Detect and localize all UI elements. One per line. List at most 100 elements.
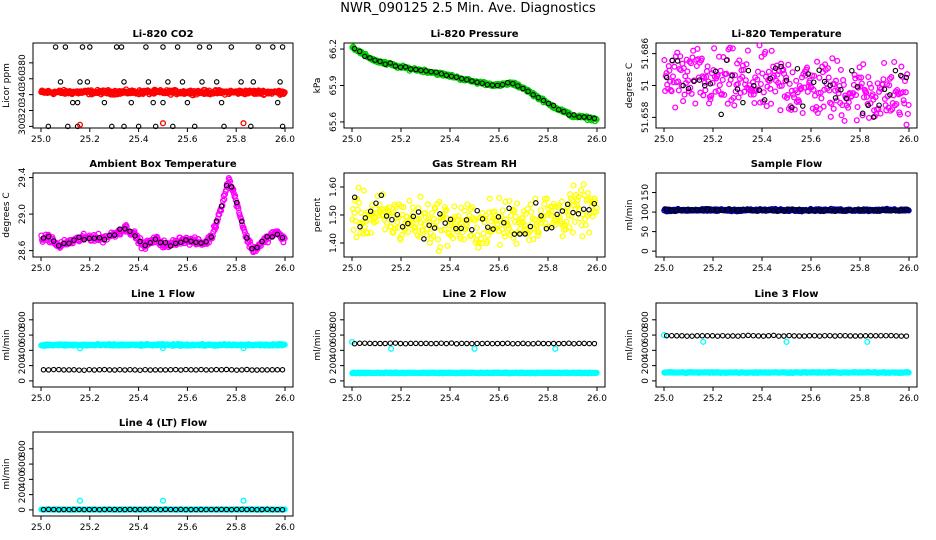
data-point [76,506,82,513]
data-point [162,239,169,246]
data-point [188,506,194,513]
data-point [903,74,910,81]
data-point [582,222,589,229]
data-point [259,506,265,513]
data-point [711,45,718,52]
data-point [142,242,148,249]
data-point [682,73,689,80]
data-point [132,367,138,373]
data-point [563,218,570,225]
y-axis-label: ml/min [625,199,635,230]
x-tick-label: 25.2 [80,394,100,404]
data-point [684,333,690,339]
data-point [279,506,286,513]
data-point [274,99,281,106]
data-point [505,222,512,229]
data-point [106,506,113,513]
data-point [778,63,784,70]
data-point [392,63,399,69]
data-point [714,333,721,339]
x-tick-label: 25.6 [801,394,821,404]
data-point [712,88,719,95]
data-point [537,207,544,214]
data-point [525,340,531,347]
data-point [867,333,874,339]
data-point [460,236,468,243]
data-point [433,69,439,75]
data-point [591,200,598,207]
data-point [436,198,443,205]
data-point [469,340,475,347]
data-point [377,340,383,347]
data-point [575,211,582,217]
data-point [128,99,135,106]
data-point [841,117,848,124]
data-point [855,74,862,81]
data-point [400,204,407,211]
data-point [580,181,587,188]
data-point [213,79,220,85]
data-point [694,333,700,339]
data-point [506,197,513,205]
data-point [387,340,394,346]
data-point [702,87,709,94]
data-point [818,95,825,102]
data-point [484,81,491,88]
data-point [559,233,566,240]
data-point [827,113,834,120]
x-tick-label: 25.8 [850,135,870,145]
data-point [474,207,480,214]
data-point [873,207,879,214]
data-point [132,233,138,239]
data-point [708,92,715,99]
data-point [789,104,795,111]
data-point [880,76,887,83]
x-tick-label: 26.0 [275,523,295,533]
series-2 [351,192,598,242]
data-point [397,340,404,347]
data-point [494,221,501,228]
x-tick-label: 25.4 [752,135,772,145]
data-point [269,234,276,240]
data-point [570,182,577,189]
data-point [205,239,212,246]
data-point [737,89,744,96]
data-point [244,506,250,513]
data-point [494,82,501,89]
data-point [834,57,841,64]
data-point [891,58,898,66]
data-point [353,234,360,241]
data-point [707,96,714,103]
data-point [269,506,276,513]
data-point [696,77,703,83]
data-point [586,207,592,213]
data-point [162,367,169,373]
data-point [392,225,399,232]
data-point [239,218,245,225]
data-point [76,497,84,504]
data-point [122,367,128,373]
data-point [206,44,213,50]
data-point [810,86,817,93]
data-point [837,332,843,339]
data-point [228,184,235,190]
data-point [510,340,516,347]
y-tick-label: 150 [641,184,651,201]
data-point [431,225,438,231]
data-point [496,194,503,202]
data-point [543,223,550,231]
data-point [398,231,406,238]
data-point [765,207,772,213]
series-3 [40,506,286,513]
data-point [81,506,87,513]
data-point [250,79,257,85]
data-point [751,82,757,89]
data-point [248,123,254,130]
series-2 [351,45,598,122]
series-3 [663,332,910,339]
data-point [381,226,389,233]
data-point [84,79,91,85]
data-point [350,226,357,233]
data-point [842,207,848,213]
data-point [444,242,451,249]
